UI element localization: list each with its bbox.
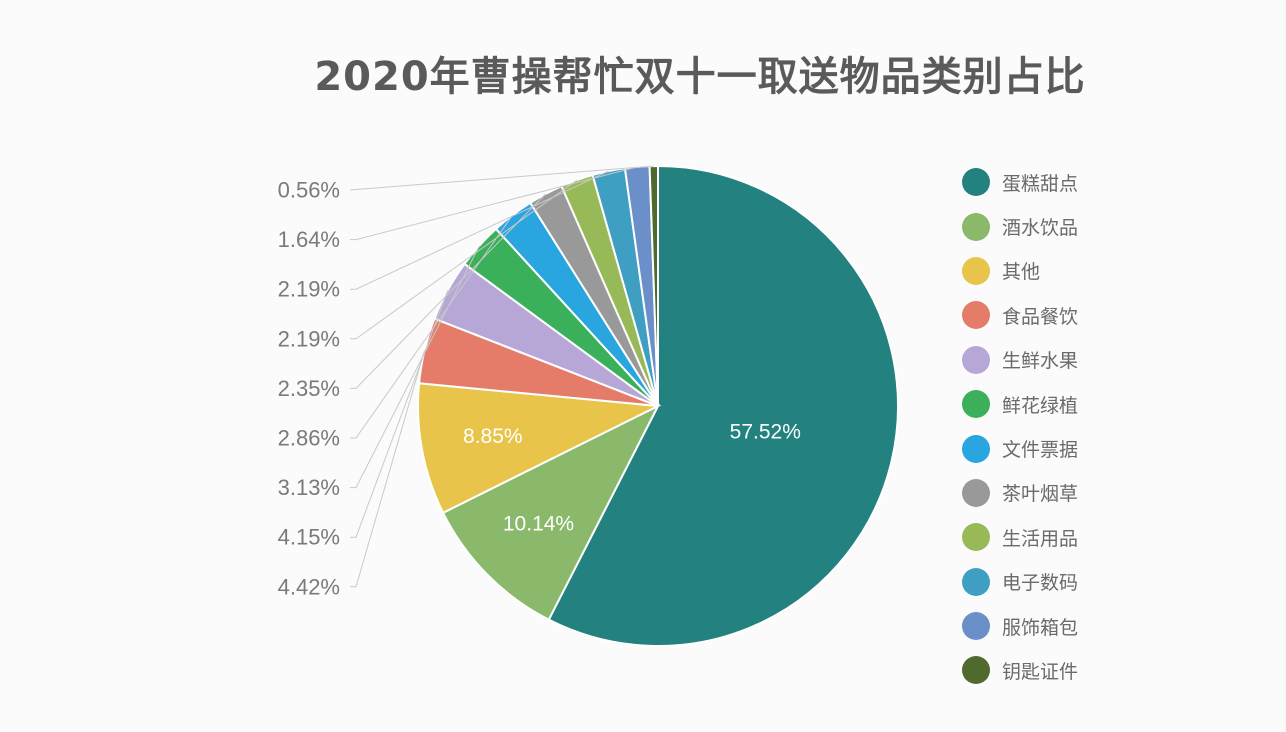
legend-item: 蛋糕甜点 bbox=[962, 160, 1078, 204]
leader-line bbox=[349, 165, 654, 191]
legend-label: 服饰箱包 bbox=[1002, 616, 1079, 639]
legend-swatch bbox=[962, 256, 990, 285]
leader-line bbox=[350, 166, 638, 241]
leader-line bbox=[350, 290, 449, 538]
legend-swatch bbox=[962, 612, 990, 641]
legend-label: 生活用品 bbox=[1002, 527, 1079, 550]
legend-item: 鲜花绿植 bbox=[962, 382, 1078, 426]
slice-value-label: 2.35% bbox=[278, 376, 340, 401]
leader-line bbox=[350, 179, 578, 340]
legend-label: 文件票据 bbox=[1002, 439, 1079, 462]
slice-value-label: 2.19% bbox=[278, 326, 340, 351]
leader-line bbox=[350, 170, 609, 290]
slice-value-label: 57.52% bbox=[730, 420, 801, 443]
legend-swatch bbox=[962, 345, 990, 374]
legend-item: 其他 bbox=[962, 249, 1078, 293]
leader-line bbox=[350, 350, 425, 588]
slice-value-label: 8.85% bbox=[463, 425, 523, 448]
legend-item: 茶叶烟草 bbox=[962, 471, 1078, 515]
leader-line bbox=[350, 214, 514, 439]
legend-swatch bbox=[962, 212, 990, 241]
pie-slice-3 bbox=[417, 382, 662, 515]
legend-label: 其他 bbox=[1002, 261, 1041, 284]
slice-value-label: 10.14% bbox=[503, 513, 574, 536]
legend-item: 食品餐饮 bbox=[962, 293, 1078, 337]
legend-swatch bbox=[962, 523, 990, 552]
legend-item: 服饰箱包 bbox=[962, 604, 1078, 648]
legend-label: 食品餐饮 bbox=[1002, 305, 1079, 328]
slice-value-label: 1.64% bbox=[278, 227, 340, 252]
legend-item: 酒水饮品 bbox=[962, 204, 1078, 248]
legend-swatch bbox=[962, 390, 990, 419]
leader-line bbox=[350, 245, 480, 489]
legend-swatch bbox=[962, 168, 990, 197]
legend-label: 茶叶烟草 bbox=[1002, 483, 1079, 506]
slice-value-label: 2.19% bbox=[278, 277, 340, 302]
chart-title: 2020年曹操帮忙双十一取送物品类别占比 bbox=[314, 54, 1086, 100]
slice-value-label: 2.86% bbox=[278, 426, 340, 451]
legend-label: 鲜花绿植 bbox=[1002, 394, 1079, 417]
legend-swatch bbox=[962, 434, 990, 463]
slice-value-label: 0.56% bbox=[278, 178, 340, 203]
legend-label: 生鲜水果 bbox=[1002, 350, 1079, 373]
legend-swatch bbox=[962, 478, 990, 507]
slice-value-label: 4.15% bbox=[278, 525, 340, 550]
legend-label: 电子数码 bbox=[1002, 572, 1079, 595]
pie-slice-1 bbox=[547, 164, 899, 647]
legend-label: 酒水饮品 bbox=[1002, 217, 1079, 240]
legend-item: 钥匙证件 bbox=[962, 648, 1078, 692]
legend-swatch bbox=[962, 567, 990, 596]
legend-item: 生活用品 bbox=[962, 515, 1078, 559]
legend-swatch bbox=[962, 656, 990, 685]
legend-swatch bbox=[962, 301, 990, 330]
legend-item: 文件票据 bbox=[962, 426, 1078, 470]
slice-value-label: 3.13% bbox=[278, 475, 340, 500]
chart-legend: 蛋糕甜点酒水饮品其他食品餐饮生鲜水果鲜花绿植文件票据茶叶烟草生活用品电子数码服饰… bbox=[962, 160, 1078, 693]
legend-label: 蛋糕甜点 bbox=[1002, 172, 1079, 195]
pie-slice-2 bbox=[441, 403, 661, 622]
legend-item: 生鲜水果 bbox=[962, 338, 1078, 382]
legend-label: 钥匙证件 bbox=[1002, 660, 1079, 683]
slice-value-label: 4.42% bbox=[278, 574, 340, 599]
legend-item: 电子数码 bbox=[962, 560, 1078, 604]
